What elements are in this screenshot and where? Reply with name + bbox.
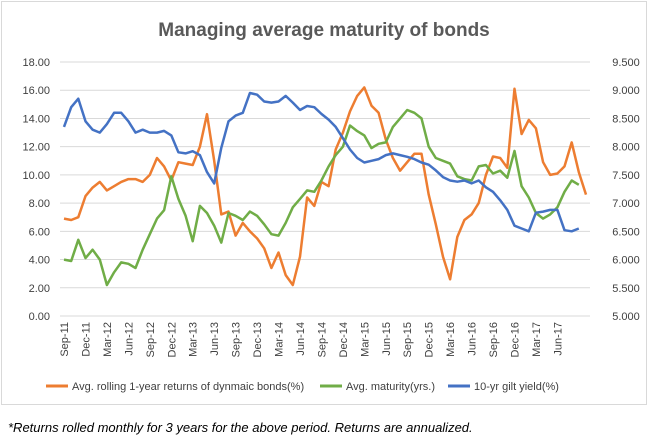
x-tick-label: Sep-15 [402, 322, 414, 357]
y2-tick-label: 5.000 [612, 311, 640, 323]
x-tick-label: Dec-11 [80, 322, 92, 357]
legend-label: 10-yr gilt yield(%) [474, 381, 559, 393]
x-tick-label: Mar-16 [445, 322, 457, 357]
x-tick-label: Jun-13 [209, 322, 221, 356]
y-tick-label: 14.00 [22, 113, 50, 125]
x-tick-label: Jun-15 [381, 322, 393, 356]
footnote: *Returns rolled monthly for 3 years for … [8, 420, 473, 435]
x-tick-label: Dec-16 [509, 322, 521, 357]
y2-tick-label: 5.500 [612, 283, 640, 295]
x-tick-label: Sep-13 [231, 322, 243, 357]
chart-title: Managing average maturity of bonds [158, 20, 490, 41]
y2-tick-label: 6.500 [612, 226, 640, 238]
y2-tick-label: 9.000 [612, 85, 640, 97]
x-tick-label: Jun-12 [123, 322, 135, 356]
x-tick-label: Sep-14 [316, 322, 328, 357]
y-tick-label: 10.00 [22, 170, 50, 182]
x-tick-label: Dec-14 [338, 322, 350, 357]
x-tick-label: Dec-13 [252, 322, 264, 357]
y-tick-label: 2.00 [29, 283, 50, 295]
x-tick-label: Dec-12 [166, 322, 178, 357]
y-tick-label: 6.00 [29, 226, 50, 238]
series-lines [62, 86, 588, 287]
y-tick-label: 8.00 [29, 198, 50, 210]
y-tick-label: 4.00 [29, 255, 50, 267]
y2-tick-label: 7.000 [612, 198, 640, 210]
series-line-1 [63, 86, 588, 287]
x-tick-label: Sep-12 [145, 322, 157, 357]
legend-label: Avg. rolling 1-year returns of dynmaic b… [72, 381, 304, 393]
x-tick-label: Mar-13 [188, 322, 200, 357]
y2-tick-label: 8.500 [612, 113, 640, 125]
x-axis-ticks: Sep-11 Dec-11 Mar-12 Jun-12 Sep-12 Dec-12 Mar-… [59, 322, 564, 357]
x-tick-label: Jun-17 [552, 322, 564, 356]
y-tick-label: 18.00 [22, 57, 50, 69]
y2-tick-label: 7.500 [612, 170, 640, 182]
legend-label: Avg. maturity(yrs.) [346, 381, 435, 393]
y-tick-label: 0.00 [29, 311, 50, 323]
legend: Avg. rolling 1-year returns of dynmaic b… [46, 381, 559, 393]
x-tick-label: Mar-17 [531, 322, 543, 357]
y-tick-label: 12.00 [22, 142, 50, 154]
left-axis-ticks: 0.00 2.00 4.00 6.00 8.00 10.00 12.00 14.00 16.00… [22, 57, 50, 323]
series-line-3 [62, 91, 580, 233]
y2-tick-label: 9.500 [612, 57, 640, 69]
x-tick-label: Jun-14 [295, 322, 307, 356]
y2-tick-label: 8.000 [612, 142, 640, 154]
x-tick-label: Jun-16 [467, 322, 479, 356]
right-axis-ticks: 5.000 5.500 6.000 6.500 7.000 7.500 8.000 8.500… [612, 57, 640, 323]
x-tick-label: Dec-15 [424, 322, 436, 357]
x-tick-label: Mar-12 [102, 322, 114, 357]
x-tick-label: Mar-15 [359, 322, 371, 357]
x-tick-label: Sep-11 [59, 322, 71, 357]
y2-tick-label: 6.000 [612, 255, 640, 267]
series-line-2 [63, 108, 580, 287]
y-tick-label: 16.00 [22, 85, 50, 97]
gridlines [60, 61, 590, 317]
line-chart: Managing average maturity of bonds 0.00 2… [22, 20, 640, 393]
chart-frame: Managing average maturity of bonds 0.00 2… [1, 1, 647, 405]
x-tick-label: Mar-14 [274, 322, 286, 357]
x-tick-label: Sep-16 [488, 322, 500, 357]
